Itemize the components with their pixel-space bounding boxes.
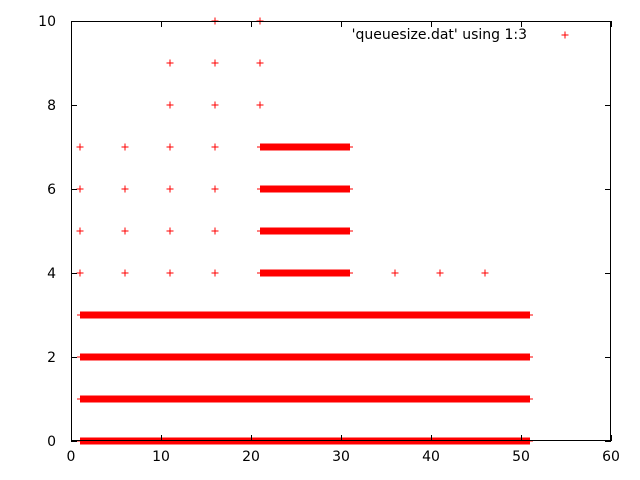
data-run [77,311,533,319]
x-tick-label: 10 [152,449,170,465]
axis-ticks: 0 10 20 30 40 50 60 0 2 4 6 8 10 [38,14,620,465]
x-tick-label: 0 [67,449,76,465]
data-run [257,269,353,277]
data-point [166,227,174,235]
data-point [211,101,219,109]
legend-label: 'queuesize.dat' using 1:3 [352,27,527,43]
data-run [257,185,353,193]
data-point [256,101,264,109]
data-point [211,185,219,193]
legend: 'queuesize.dat' using 1:3 [352,27,569,43]
x-tick-label: 50 [512,449,530,465]
data-point [76,269,84,277]
data-point [121,269,129,277]
y-tick-label: 8 [47,98,56,114]
data-point [166,59,174,67]
data-point [166,185,174,193]
data-point [121,227,129,235]
data-point [211,59,219,67]
data-point [76,227,84,235]
data-point [436,269,444,277]
legend-marker-plus [561,31,569,39]
data-point [76,185,84,193]
data-run [77,353,533,361]
data-run [77,395,533,403]
legend-marker [561,31,569,39]
y-tick-label: 2 [47,350,56,366]
data-point [121,143,129,151]
y-tick-label: 10 [38,14,56,30]
data-point [166,101,174,109]
data-point [211,143,219,151]
data-point [121,185,129,193]
data-point [481,269,489,277]
x-tick-label: 60 [602,449,620,465]
data-run [257,227,353,235]
data-point [76,143,84,151]
y-tick-label: 4 [47,266,56,282]
data-run [257,143,353,151]
data-point [166,269,174,277]
data-point [256,59,264,67]
data-point [391,269,399,277]
x-tick-label: 30 [332,449,350,465]
x-tick-label: 40 [422,449,440,465]
data-point [166,143,174,151]
data-point [211,227,219,235]
y-tick-label: 6 [47,182,56,198]
plot-marks [76,17,533,445]
y-tick-label: 0 [47,434,56,450]
data-point [211,269,219,277]
x-tick-label: 20 [242,449,260,465]
